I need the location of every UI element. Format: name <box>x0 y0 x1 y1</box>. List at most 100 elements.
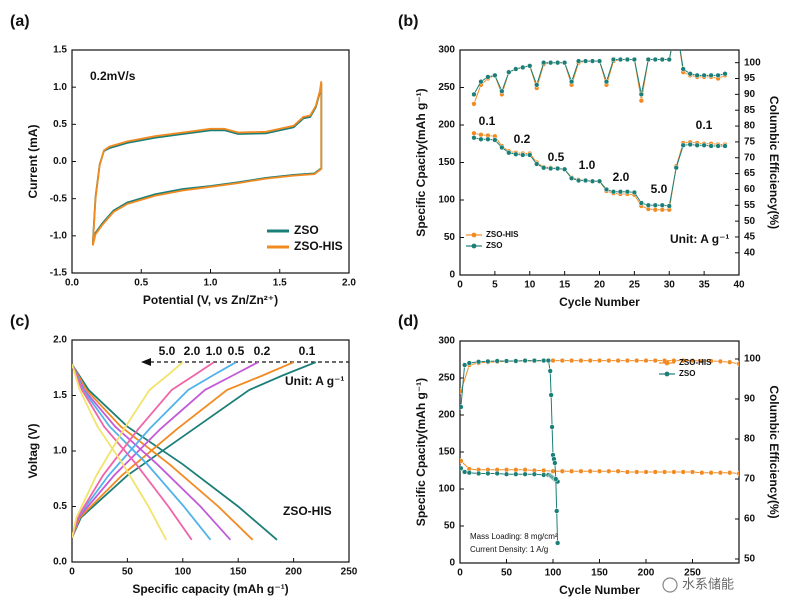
x-tick-label: 0 <box>457 280 463 291</box>
point <box>499 88 505 94</box>
legend-marker <box>664 360 670 366</box>
point <box>462 362 468 368</box>
point <box>624 357 631 364</box>
x-tick-label: 35 <box>699 280 711 291</box>
y-tick-label: 0.5 <box>53 501 67 512</box>
point <box>674 22 679 27</box>
point <box>666 203 672 209</box>
point <box>553 476 559 482</box>
point <box>652 357 658 364</box>
point <box>701 142 707 148</box>
point <box>531 357 538 364</box>
point <box>715 72 721 79</box>
y2-tick-label: 40 <box>744 247 756 258</box>
y2-tick-label: 50 <box>744 554 756 565</box>
point <box>520 152 526 158</box>
point <box>701 72 707 79</box>
point <box>460 458 464 464</box>
point <box>727 470 733 476</box>
point <box>661 469 668 475</box>
x-axis-title: Potential (V, vs Zn/Zn²⁺) <box>143 293 278 307</box>
annotation: Unit: A g⁻¹ <box>285 374 344 388</box>
annotation: 1.0 <box>579 158 596 172</box>
line <box>473 137 725 207</box>
point <box>555 540 561 546</box>
point <box>534 82 540 88</box>
y-tick-label: 300 <box>438 45 455 56</box>
point <box>471 130 477 136</box>
annotation: 0.1 <box>696 118 713 132</box>
y-tick-label: 150 <box>438 447 455 458</box>
legend-label: ZSO-HIS <box>679 358 712 367</box>
point <box>550 468 556 474</box>
point <box>615 357 621 364</box>
annotation: 0.5 <box>548 150 565 164</box>
point <box>494 358 500 364</box>
annotation: 0.2 <box>514 132 531 146</box>
point <box>638 91 644 98</box>
point <box>643 357 649 364</box>
point <box>503 358 510 364</box>
point <box>568 357 575 364</box>
x-tick-label: 0 <box>69 567 75 578</box>
y-tick-label: 0.0 <box>53 156 67 167</box>
point <box>680 357 686 364</box>
point <box>522 357 528 364</box>
y-axis-title: Voltag (V) <box>26 423 40 478</box>
point <box>531 471 538 477</box>
point <box>652 202 658 208</box>
point <box>475 470 482 477</box>
charge-line <box>72 361 294 538</box>
point <box>475 359 482 365</box>
x-tick-label: 40 <box>733 280 745 291</box>
y2-tick-label: 90 <box>744 394 756 405</box>
y2-axis-title: Columbic Efficiency(%) <box>767 96 781 229</box>
point <box>555 165 561 172</box>
point <box>478 136 484 142</box>
ce-line <box>473 50 726 105</box>
point <box>680 469 686 475</box>
point <box>582 177 589 184</box>
y2-tick-label: 60 <box>744 514 756 525</box>
y2-tick-label: 80 <box>744 121 756 132</box>
y2-tick-label: 85 <box>744 105 756 116</box>
point <box>548 392 554 398</box>
point <box>680 142 686 148</box>
line <box>91 81 323 246</box>
rate-label: 2.0 <box>184 344 201 358</box>
point <box>624 56 631 63</box>
point <box>638 98 644 104</box>
point <box>471 101 477 107</box>
point <box>550 357 556 364</box>
point <box>552 460 558 466</box>
charge-line <box>72 361 317 538</box>
x-tick-label: 2.0 <box>342 278 356 289</box>
point <box>722 143 728 149</box>
watermark: 水系储能 <box>682 576 734 591</box>
point <box>541 357 547 364</box>
panel-label: (d) <box>398 313 418 330</box>
line <box>72 364 167 541</box>
point <box>485 358 491 365</box>
point <box>727 359 733 365</box>
y-tick-label: 100 <box>438 195 455 206</box>
y2-tick-label: 65 <box>744 168 756 179</box>
point <box>645 202 651 208</box>
point <box>471 91 477 98</box>
point <box>631 56 638 63</box>
annotation: 0.2mV/s <box>90 69 136 83</box>
x-tick-label: 100 <box>174 567 191 578</box>
x-tick-label: 0.0 <box>65 278 79 289</box>
arrow-head <box>141 358 151 366</box>
y-tick-label: 1.0 <box>53 446 67 457</box>
point <box>652 207 658 213</box>
point <box>578 468 584 474</box>
point <box>645 56 651 63</box>
y2-axis-title: Columbic Efficiency(%) <box>767 385 781 518</box>
x-tick-label: 250 <box>341 567 358 578</box>
point <box>596 178 603 184</box>
x-tick-label: 200 <box>285 567 302 578</box>
point <box>587 468 593 474</box>
point <box>466 470 472 476</box>
y-tick-label: -0.5 <box>50 193 68 204</box>
